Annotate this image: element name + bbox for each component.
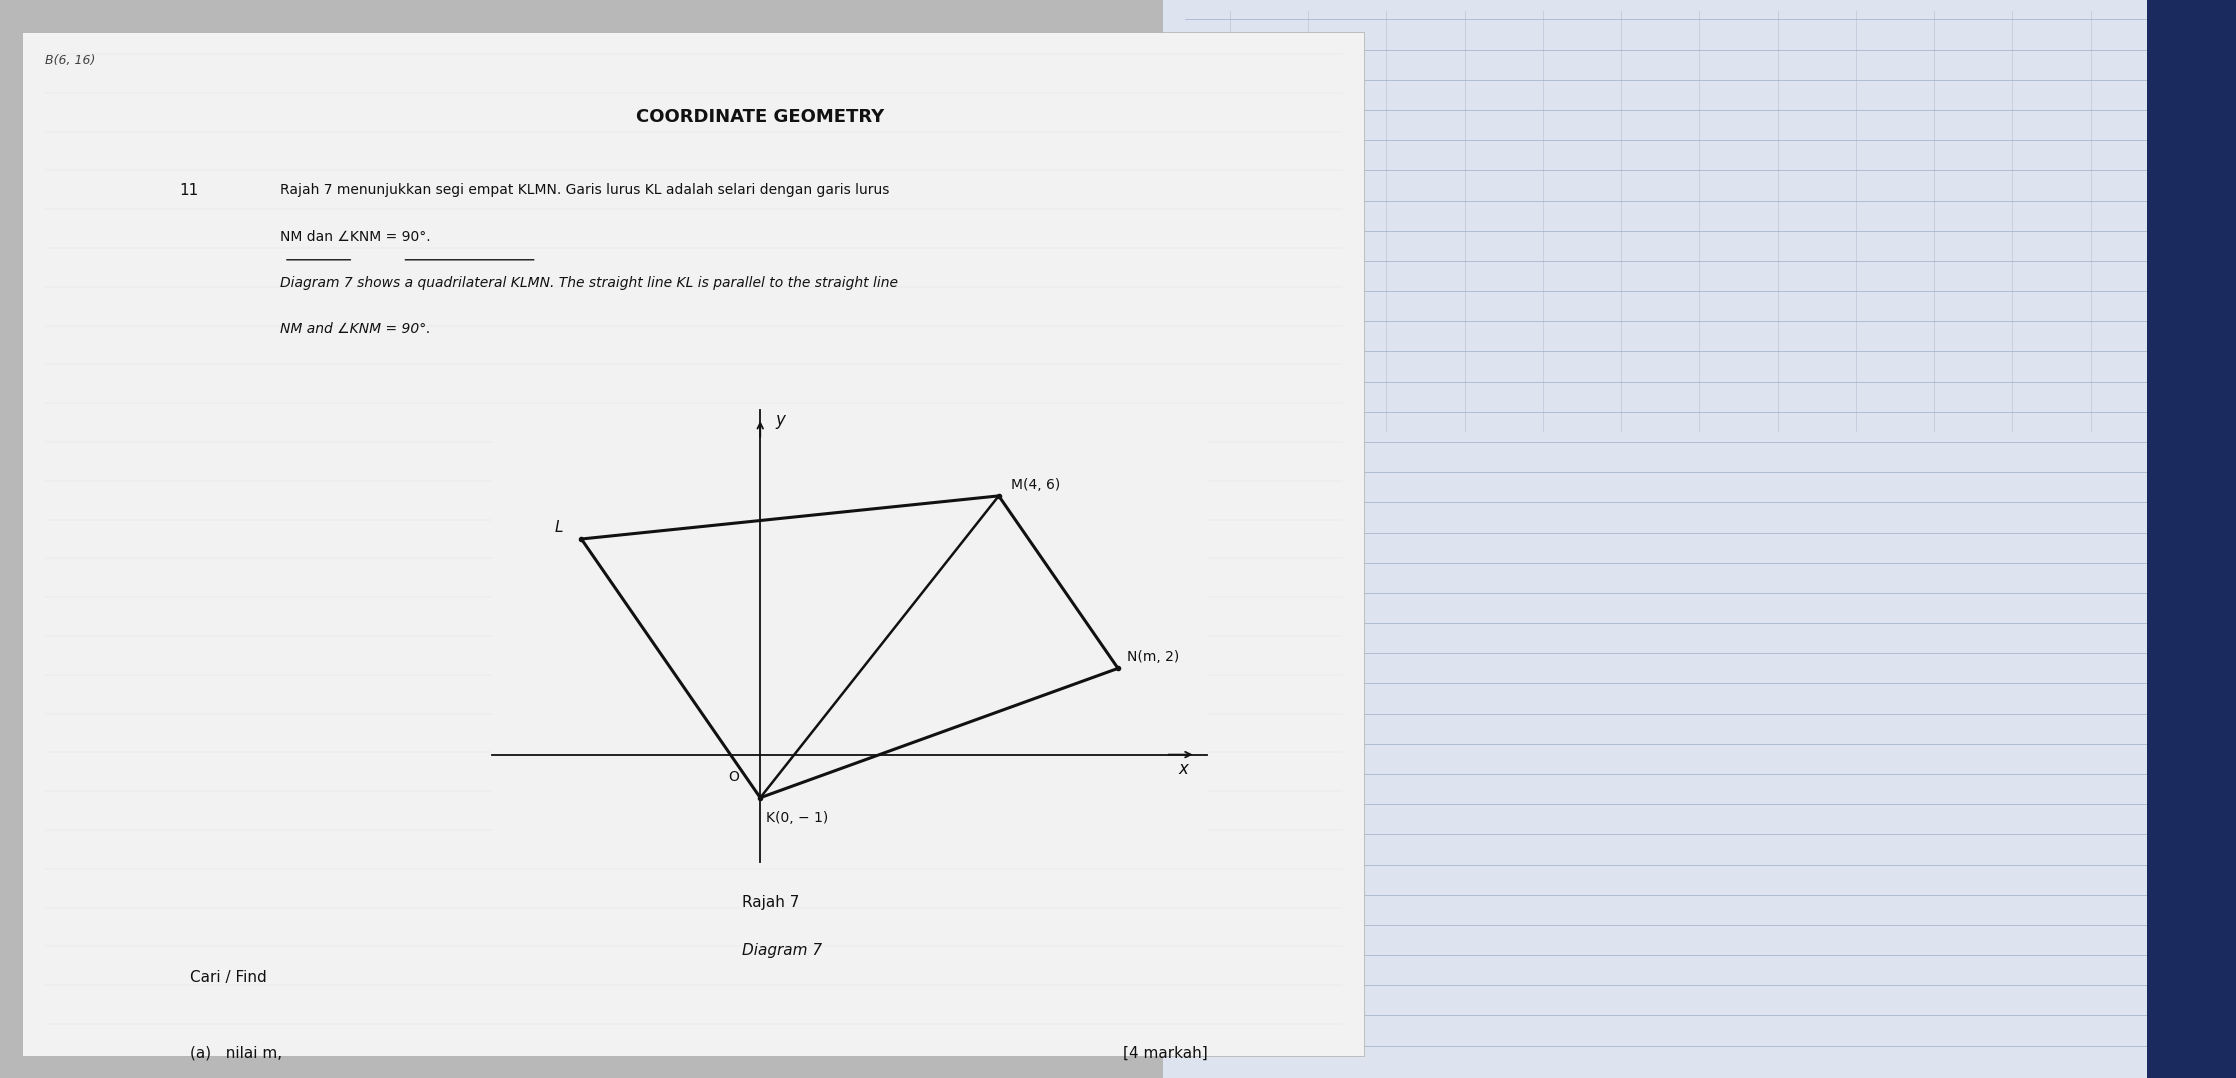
Text: Diagram 7: Diagram 7: [742, 943, 823, 958]
Text: Rajah 7 menunjukkan segi empat KLMN. Garis lurus KL adalah selari dengan garis l: Rajah 7 menunjukkan segi empat KLMN. Gar…: [280, 183, 890, 197]
Text: Rajah 7: Rajah 7: [742, 895, 800, 910]
Text: M(4, 6): M(4, 6): [1011, 478, 1060, 492]
Text: [4 markah]: [4 markah]: [1122, 1046, 1207, 1061]
FancyBboxPatch shape: [2147, 0, 2236, 1078]
Text: Cari / Find: Cari / Find: [190, 970, 266, 985]
Text: NM dan ∠KNM = 90°.: NM dan ∠KNM = 90°.: [280, 230, 429, 244]
Text: (a)   nilai m,: (a) nilai m,: [190, 1046, 282, 1061]
Text: K(0, − 1): K(0, − 1): [767, 811, 830, 825]
Text: y: y: [776, 411, 785, 429]
Text: COORDINATE GEOMETRY: COORDINATE GEOMETRY: [635, 108, 885, 126]
Text: L: L: [555, 520, 563, 535]
Text: x: x: [1178, 760, 1190, 778]
Text: O: O: [729, 770, 740, 784]
Text: Diagram 7 shows a quadrilateral KLMN. The straight line KL is parallel to the st: Diagram 7 shows a quadrilateral KLMN. Th…: [280, 276, 897, 290]
Text: B(6, 16): B(6, 16): [45, 54, 96, 67]
Text: 11: 11: [179, 183, 199, 198]
FancyBboxPatch shape: [1163, 0, 2236, 1078]
Text: NM and ∠KNM = 90°.: NM and ∠KNM = 90°.: [280, 322, 429, 336]
Text: N(m, 2): N(m, 2): [1127, 650, 1178, 664]
FancyBboxPatch shape: [22, 32, 1364, 1056]
